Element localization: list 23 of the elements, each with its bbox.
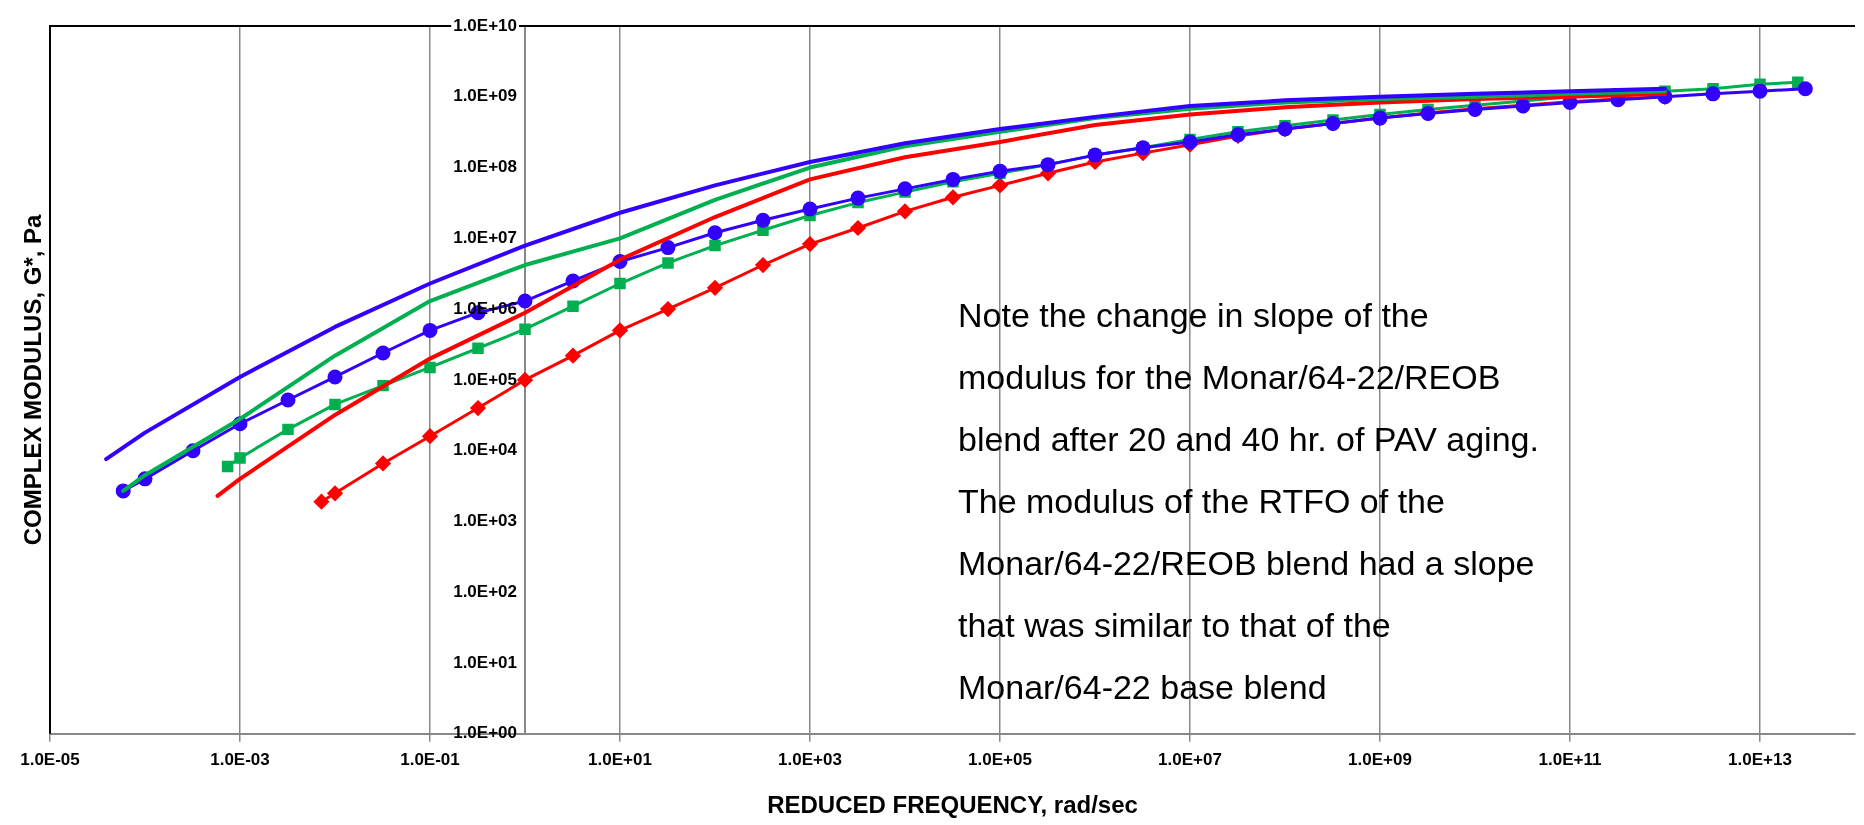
x-tick-label: 1.0E+01 xyxy=(588,749,652,769)
y-tick-label: 1.0E+08 xyxy=(453,157,517,177)
x-tick-label: 1.0E+03 xyxy=(778,749,842,769)
y-tick-label: 1.0E+02 xyxy=(453,581,517,601)
y-tick-label: 1.0E+07 xyxy=(453,228,517,248)
x-tick-label: 1.0E-03 xyxy=(210,749,270,769)
y-tick-label: 1.0E+03 xyxy=(453,511,517,531)
x-axis-title: REDUCED FREQUENCY, rad/sec xyxy=(767,791,1138,819)
x-tick-label: 1.0E+09 xyxy=(1348,749,1412,769)
y-tick-label: 1.0E+01 xyxy=(453,652,517,672)
y-axis-title: COMPLEX MODULUS, G*, Pa xyxy=(18,213,46,546)
x-tick-label: 1.0E+13 xyxy=(1728,749,1792,769)
x-tick-label: 1.0E-05 xyxy=(20,749,80,769)
x-tick-label: 1.0E+07 xyxy=(1158,749,1222,769)
y-tick-label: 1.0E+00 xyxy=(453,723,517,743)
annotation: Note the change in slope of the modulus for the Monar/64-22/REOB blend after 20 and 40 hr. of PAV aging. The modulus of the RTFO of the Monar/64-22/REOB blend had a slope that was similar to that of the Monar/64-22 base blend xyxy=(958,296,1539,706)
y-tick-label: 1.0E+04 xyxy=(453,440,518,460)
y-tick-label: 1.0E+09 xyxy=(453,86,517,106)
y-tick-label: 1.0E+10 xyxy=(453,15,517,35)
x-tick-label: 1.0E+11 xyxy=(1538,749,1602,769)
x-tick-label: 1.0E-01 xyxy=(400,749,460,769)
y-tick-label: 1.0E+05 xyxy=(453,369,517,389)
x-tick-label: 1.0E+05 xyxy=(968,749,1032,769)
